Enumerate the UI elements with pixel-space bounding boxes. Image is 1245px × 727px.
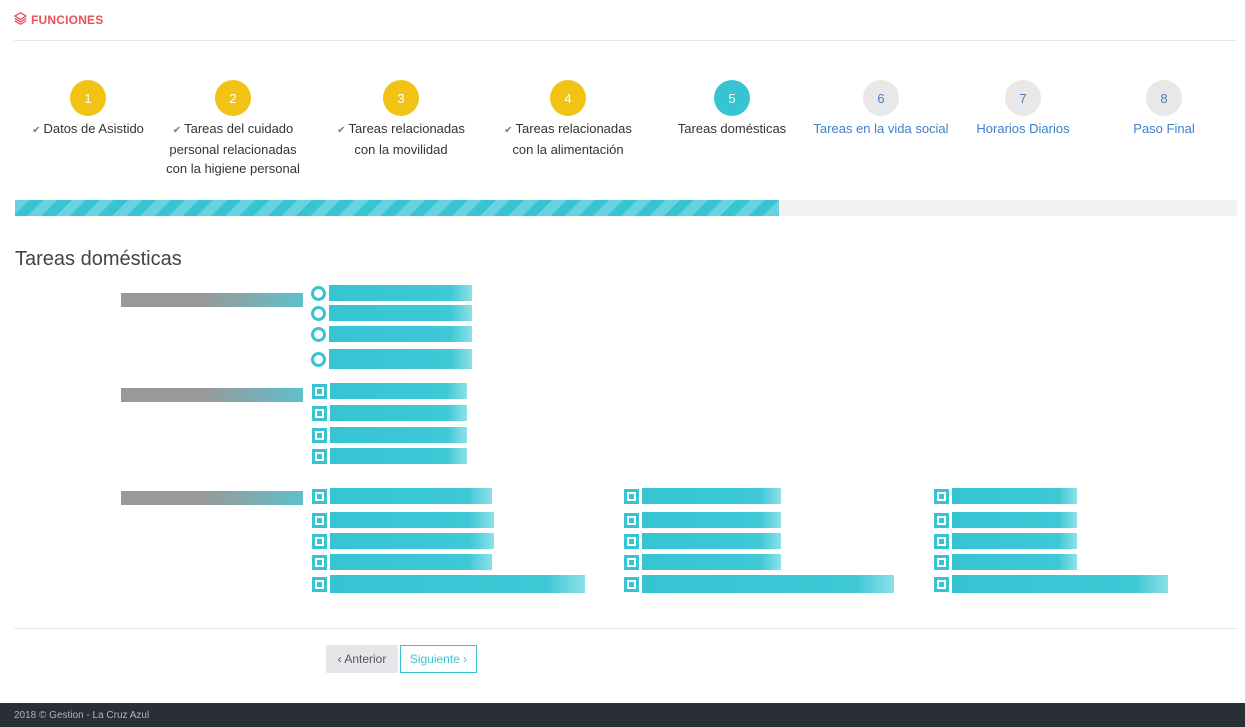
checkbox-option-1[interactable] [312,488,492,504]
radio-icon [311,285,326,301]
form-divider [14,628,1237,629]
checkbox-icon [624,488,639,504]
layers-icon [14,12,27,28]
step-4[interactable]: 4 ✔ Tareas relacionadas con la alimentaci… [493,80,643,159]
checkbox-option-12[interactable] [934,512,1077,528]
header-title-text: FUNCIONES [31,13,104,27]
step-number: 8 [1146,80,1182,116]
checkbox-option-3[interactable] [312,533,494,549]
radio-option-2[interactable] [311,305,472,321]
footer: 2018 © Gestion - La Cruz Azul [0,703,1245,727]
checkbox-icon [312,488,327,504]
checkbox-option-13[interactable] [934,533,1077,549]
checkbox-icon [624,512,639,528]
step-number: 2 [215,80,251,116]
step-6[interactable]: 6 Tareas en la vida social [806,80,956,138]
radio-option-3[interactable] [311,326,472,342]
radio-option-4[interactable] [311,349,472,369]
next-button[interactable]: Siguiente › [400,645,477,673]
checkbox-option-1[interactable] [312,383,467,399]
checkbox-option-3[interactable] [312,427,467,443]
step-number: 3 [383,80,419,116]
step-number: 1 [70,80,106,116]
checkbox-icon [312,405,327,421]
step-label: ✔ Tareas del cuidado personal relacionada… [166,121,300,176]
step-number: 5 [714,80,750,116]
radio-icon [311,305,326,321]
group-label-3 [121,491,303,505]
step-label: Paso Final [1133,121,1195,136]
checkbox-option-2[interactable] [312,512,494,528]
checkbox-icon [624,533,639,549]
checkbox-icon [934,488,949,504]
step-number: 7 [1005,80,1041,116]
check-icon: ✔ [172,125,182,136]
check-icon: ✔ [337,125,346,136]
step-label: ✔ Tareas relacionadas con la alimentación [504,121,632,157]
radio-icon [311,326,326,342]
section-title: Tareas domésticas [15,248,182,270]
step-label: ✔ Datos de Asistido [32,121,144,136]
check-icon: ✔ [504,125,513,136]
step-label: Tareas en la vida social [813,121,949,136]
checkbox-option-6[interactable] [624,488,781,504]
checkbox-icon [934,533,949,549]
radio-option-1[interactable] [311,285,472,301]
checkbox-icon [312,512,327,528]
checkbox-icon [934,512,949,528]
checkbox-option-11[interactable] [934,488,1077,504]
progress-bar [15,200,1237,216]
checkbox-icon [312,448,327,464]
wizard-steps: 1 ✔ Datos de Asistido 2 ✔ Tareas del cuida… [0,80,1245,180]
checkbox-option-4[interactable] [312,554,492,570]
checkbox-option-15[interactable] [934,575,1168,593]
step-number: 6 [863,80,899,116]
footer-text: 2018 © Gestion - La Cruz Azul [14,709,150,721]
check-icon: ✔ [32,125,41,136]
step-label: Tareas domésticas [677,121,787,136]
step-7[interactable]: 7 Horarios Diarios [948,80,1098,138]
checkbox-option-14[interactable] [934,554,1077,570]
checkbox-option-7[interactable] [624,512,781,528]
checkbox-icon [934,554,949,570]
header-title: FUNCIONES [14,12,103,28]
checkbox-option-9[interactable] [624,554,781,570]
step-number: 4 [550,80,586,116]
step-label: ✔ Tareas relacionadas con la movilidad [337,121,465,157]
group-label-1 [121,293,303,307]
step-1[interactable]: 1 ✔ Datos de Asistido [13,80,163,140]
step-label: Horarios Diarios [976,121,1070,136]
checkbox-icon [312,554,327,570]
checkbox-option-5[interactable] [312,575,585,593]
step-8[interactable]: 8 Paso Final [1089,80,1239,138]
step-5[interactable]: 5 Tareas domésticas [657,80,807,138]
checkbox-option-10[interactable] [624,575,894,593]
step-2[interactable]: 2 ✔ Tareas del cuidado personal relaciona… [158,80,308,178]
group-label-2 [121,388,303,402]
checkbox-icon [624,576,639,592]
checkbox-option-2[interactable] [312,405,467,421]
checkbox-icon [312,533,327,549]
checkbox-icon [312,427,327,443]
radio-icon [311,351,326,367]
checkbox-icon [934,576,949,592]
checkbox-option-8[interactable] [624,533,781,549]
checkbox-icon [624,554,639,570]
checkbox-option-4[interactable] [312,448,467,464]
header: FUNCIONES [14,0,1237,41]
checkbox-icon [312,383,327,399]
step-3[interactable]: 3 ✔ Tareas relacionadas con la movilidad [326,80,476,159]
progress-fill [15,200,779,216]
checkbox-icon [312,576,327,592]
previous-button[interactable]: ‹ Anterior [326,645,398,673]
